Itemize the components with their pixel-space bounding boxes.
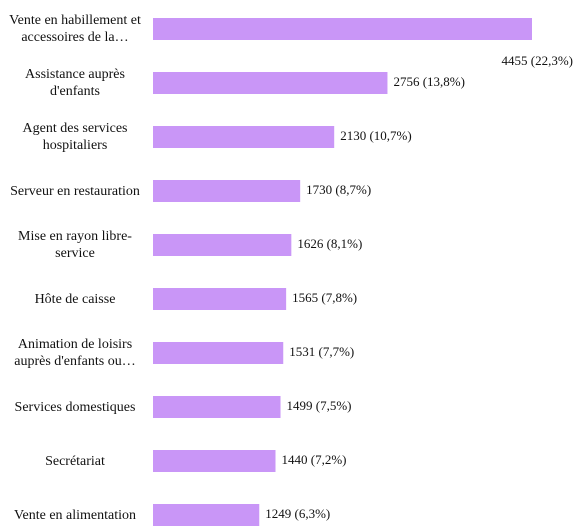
category-label: Hôte de caisse <box>34 291 116 307</box>
bar <box>153 342 284 364</box>
value-label: 1626 (8,1%) <box>297 236 362 251</box>
bar <box>153 504 260 526</box>
value-label: 1531 (7,7%) <box>289 344 354 359</box>
category-label: Animation de loisirs auprès d'enfants ou… <box>14 337 136 369</box>
category-label: Services domestiques <box>14 399 136 415</box>
category-label: Agent des services hospitaliers <box>22 121 128 153</box>
bar <box>153 396 281 418</box>
bar <box>153 126 335 148</box>
bar <box>153 450 276 472</box>
bar <box>153 234 292 256</box>
value-label: 1565 (7,8%) <box>292 290 357 305</box>
bar <box>153 72 388 94</box>
value-label: 1730 (8,7%) <box>306 182 371 197</box>
value-label: 4455 (22,3%) <box>502 53 574 68</box>
bar <box>153 18 532 40</box>
value-label: 1499 (7,5%) <box>287 398 352 413</box>
value-label: 2756 (13,8%) <box>393 74 465 89</box>
category-label: Serveur en restauration <box>10 183 140 199</box>
category-label: Assistance auprès d'enfants <box>25 67 125 99</box>
category-label: Mise en rayon libre-service <box>18 229 132 261</box>
category-label: Vente en habillement et accessoires de l… <box>9 13 141 45</box>
value-label: 2130 (10,7%) <box>340 128 412 143</box>
value-label: 1249 (6,3%) <box>265 506 330 521</box>
category-label: Vente en alimentation <box>13 507 137 523</box>
bar <box>153 180 301 202</box>
bar <box>153 288 287 310</box>
category-label: Secrétariat <box>45 453 105 469</box>
value-label: 1440 (7,2%) <box>282 452 347 467</box>
